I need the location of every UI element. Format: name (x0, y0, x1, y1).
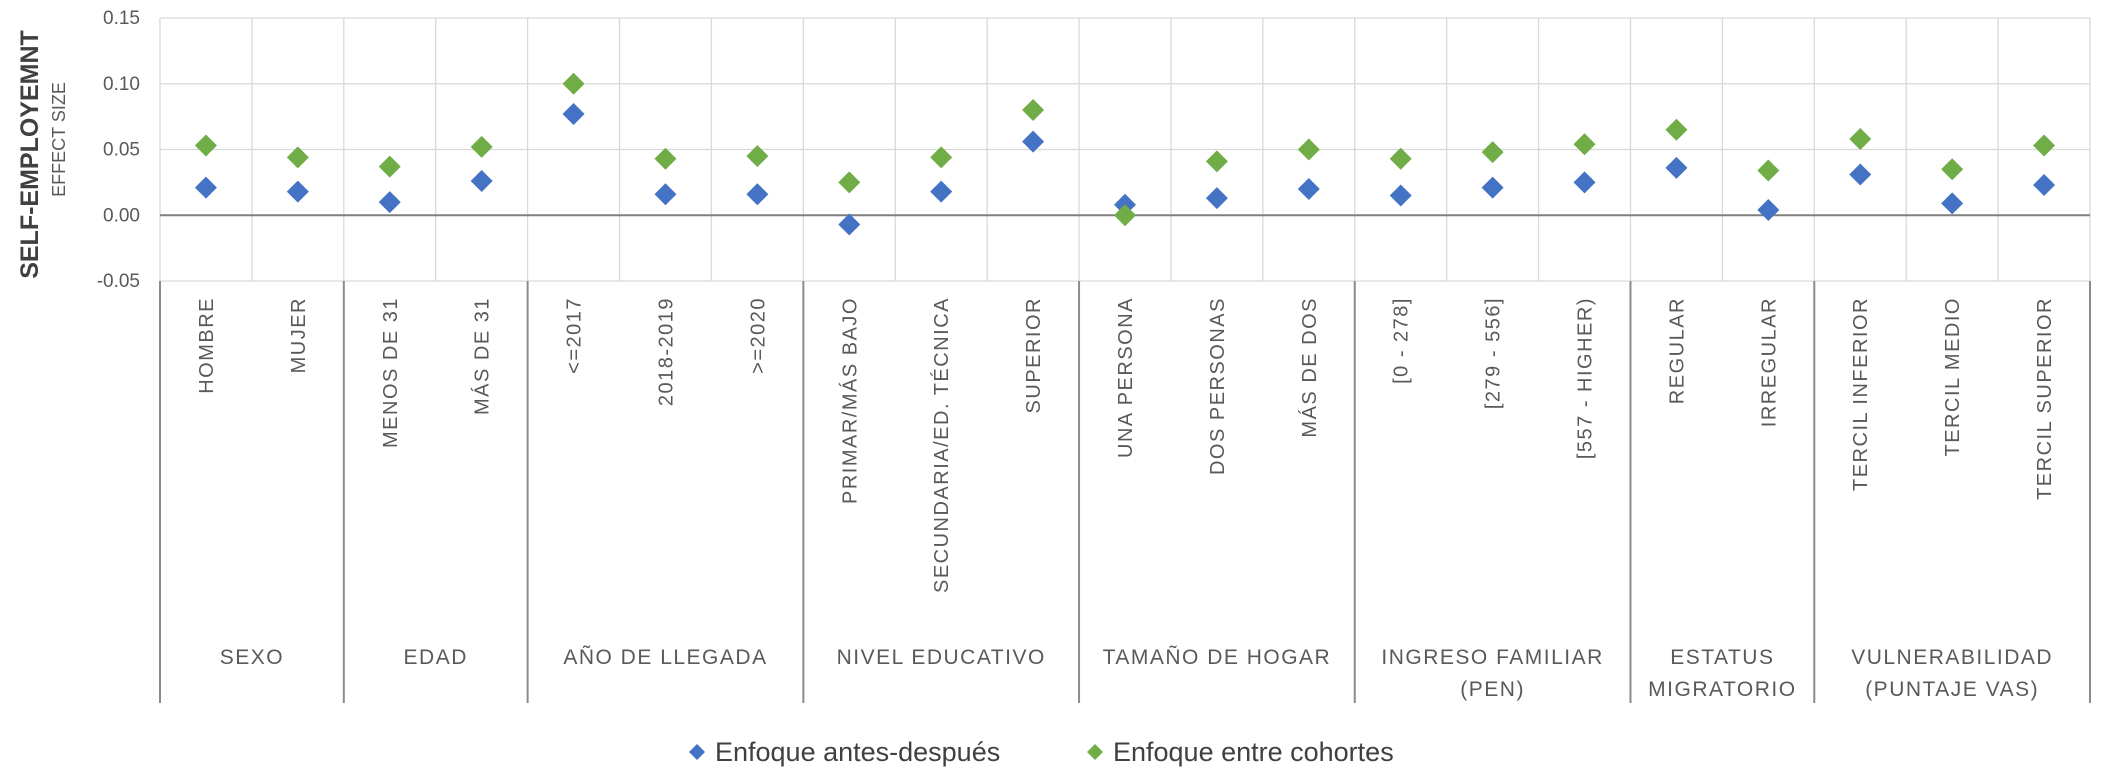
data-point-series-0 (654, 183, 677, 206)
label-layer: 0.15 0.10 0.05 0.00 -0.05 HOMBRE MUJER MENOS DE… (16, 8, 2056, 701)
data-point-series-0 (838, 213, 861, 236)
data-point-series-1 (1849, 127, 1872, 150)
grid-layer (159, 17, 2091, 282)
category-label: SECUNDARIA/ED. TÉCNICA (930, 297, 953, 593)
data-point-series-1 (930, 146, 953, 169)
data-point-series-0 (746, 183, 769, 206)
y-tick-label: 0.15 (103, 8, 140, 29)
category-label: MENOS DE 31 (380, 297, 402, 448)
category-label: TERCIL INFERIOR (1850, 297, 1872, 491)
data-point-series-1 (746, 145, 769, 168)
group-label: ESTATUS (1670, 646, 1774, 669)
y-axis-title: SELF-EMPLOYEMNT (16, 30, 44, 279)
data-point-series-1 (1481, 141, 1504, 164)
legend-label: Enfoque entre cohortes (1113, 737, 1394, 767)
data-point-series-0 (286, 180, 309, 203)
y-tick-label: 0.05 (103, 140, 140, 161)
category-label: PRIMAR/MÁS BAJO (838, 297, 861, 504)
data-point-series-1 (194, 134, 217, 157)
category-label: TERCIL MEDIO (1942, 297, 1964, 457)
y-tick-label: 0.00 (103, 205, 140, 226)
data-point-series-0 (378, 191, 401, 214)
category-label: <=2017 (564, 297, 586, 374)
data-point-series-1 (1665, 118, 1688, 141)
legend-marker (1087, 744, 1103, 760)
data-point-series-1 (1573, 133, 1596, 156)
category-label: MÁS DE 31 (471, 297, 494, 415)
data-point-series-1 (1205, 150, 1228, 173)
data-point-series-0 (1205, 187, 1228, 210)
y-axis-subtitle: EFFECT SIZE (49, 82, 69, 197)
data-point-series-0 (1481, 176, 1504, 199)
group-label: NIVEL EDUCATIVO (837, 646, 1046, 669)
data-point-series-0 (194, 176, 217, 199)
data-point-series-0 (1297, 177, 1320, 200)
data-point-series-1 (1389, 147, 1412, 170)
group-label: TAMAÑO DE HOGAR (1103, 645, 1332, 669)
category-label: >=2020 (747, 297, 769, 374)
y-tick-label: 0.10 (103, 74, 140, 95)
legend-label: Enfoque antes-después (715, 737, 1000, 767)
group-label: INGRESO FAMILIAR (1381, 646, 1603, 669)
legend-marker (689, 744, 705, 760)
data-point-series-1 (378, 155, 401, 178)
legend-layer: Enfoque antes-después Enfoque entre cohor… (689, 737, 1394, 767)
category-label: SUPERIOR (1023, 297, 1045, 413)
category-label: IRREGULAR (1758, 297, 1780, 427)
data-point-series-1 (1757, 159, 1780, 182)
data-point-series-0 (1022, 130, 1045, 153)
category-label: 2018-2019 (655, 297, 677, 406)
data-point-series-0 (1665, 156, 1688, 179)
data-point-series-1 (470, 135, 493, 158)
data-point-series-0 (562, 102, 585, 125)
group-label: (PUNTAJE VAS) (1865, 678, 2039, 701)
category-label: MUJER (288, 297, 310, 373)
data-point-series-1 (1114, 204, 1136, 227)
category-label: [279 - 556] (1483, 297, 1505, 409)
data-point-series-1 (1941, 158, 1964, 181)
data-point-series-1 (286, 146, 309, 169)
axis-layer (159, 214, 2091, 703)
data-point-series-0 (930, 180, 953, 203)
data-point-series-1 (1022, 99, 1045, 122)
category-label: REGULAR (1666, 297, 1688, 404)
group-label: (PEN) (1460, 678, 1525, 701)
points-layer (194, 72, 2056, 236)
group-label: EDAD (404, 646, 468, 669)
group-label: SEXO (220, 646, 284, 669)
data-point-series-1 (1297, 138, 1320, 161)
data-point-series-0 (470, 170, 493, 193)
data-point-series-0 (1941, 192, 1964, 215)
category-label: MÁS DE DOS (1298, 297, 1321, 438)
data-point-series-0 (1849, 163, 1872, 186)
category-label: [0 - 278] (1391, 297, 1413, 384)
group-label: AÑO DE LLEGADA (563, 645, 767, 669)
group-label: VULNERABILIDAD (1851, 646, 2053, 669)
data-point-series-1 (838, 171, 861, 194)
data-point-series-1 (2033, 134, 2056, 157)
category-label: HOMBRE (196, 297, 218, 394)
category-label: UNA PERSONA (1115, 297, 1137, 458)
y-tick-label: -0.05 (97, 271, 140, 292)
data-point-series-0 (1389, 184, 1412, 207)
data-point-series-0 (2033, 174, 2056, 197)
data-point-series-0 (1573, 171, 1596, 194)
group-label: MIGRATORIO (1648, 678, 1796, 701)
data-point-series-0 (1757, 198, 1780, 221)
data-point-series-1 (654, 147, 677, 170)
category-label: TERCIL SUPERIOR (2034, 297, 2056, 500)
category-label: DOS PERSONAS (1207, 297, 1229, 475)
data-point-series-1 (562, 72, 585, 95)
category-label: [557 - HIGHER) (1575, 297, 1597, 459)
